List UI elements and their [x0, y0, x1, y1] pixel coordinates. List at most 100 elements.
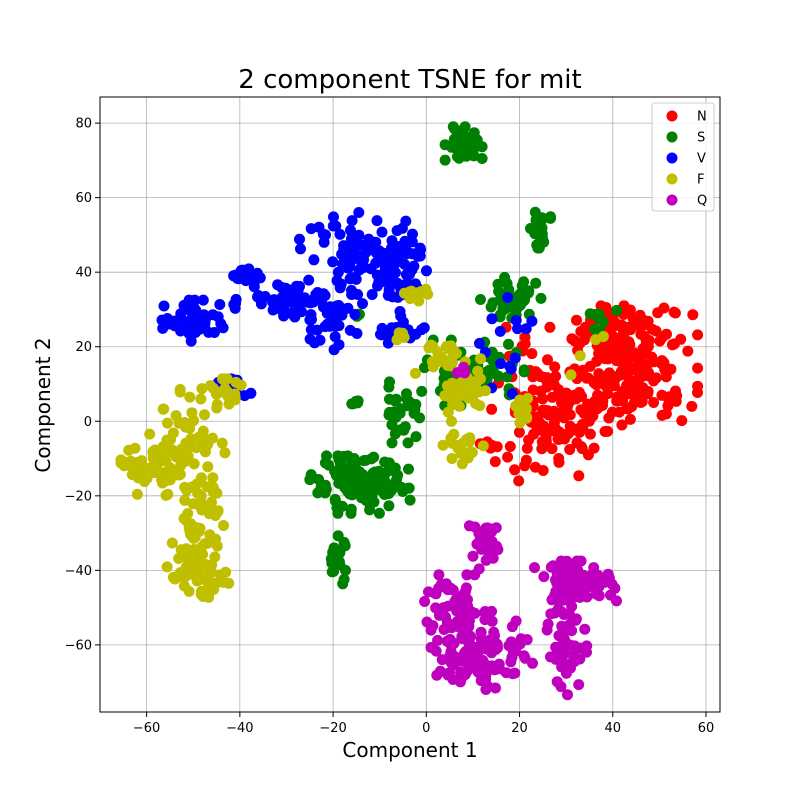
- scatter-point-S: [535, 292, 547, 304]
- scatter-point-N: [526, 348, 538, 360]
- scatter-point-S: [329, 493, 341, 505]
- scatter-point-Q: [571, 555, 583, 567]
- scatter-point-N: [504, 441, 516, 452]
- scatter-point-S: [376, 478, 388, 490]
- scatter-point-S: [537, 232, 548, 244]
- scatter-point-Q: [459, 669, 471, 680]
- scatter-point-S: [340, 564, 351, 576]
- scatter-point-F: [188, 532, 200, 544]
- scatter-point-Q: [473, 563, 485, 575]
- scatter-point-N: [521, 442, 533, 454]
- scatter-point-Q: [492, 544, 504, 556]
- legend-marker-V: [666, 152, 678, 164]
- scatter-point-F: [199, 446, 211, 458]
- scatter-point-V: [381, 277, 393, 289]
- plot-frame: [99, 96, 721, 713]
- scatter-point-N: [625, 324, 637, 336]
- x-tick-label: 60: [698, 721, 715, 736]
- scatter-point-V: [286, 308, 298, 319]
- scatter-point-V: [169, 320, 181, 332]
- legend-marker-F: [666, 173, 678, 185]
- scatter-point-N: [550, 370, 562, 382]
- scatter-point-Q: [560, 667, 572, 679]
- y-tick-label: 40: [75, 266, 92, 281]
- scatter-point-F: [186, 407, 198, 419]
- scatter-point-V: [208, 327, 220, 338]
- scatter-point-V: [295, 297, 307, 309]
- scatter-point-V: [486, 313, 498, 325]
- scatter-point-N: [523, 434, 535, 446]
- scatter-point-S: [408, 407, 420, 419]
- scatter-point-S: [525, 223, 536, 234]
- scatter-point-V: [376, 322, 388, 334]
- scatter-point-Q: [449, 596, 461, 608]
- scatter-point-Q: [557, 640, 569, 652]
- scatter-point-Q: [507, 668, 519, 680]
- scatter-point-Q: [444, 634, 455, 646]
- scatter-point-F: [207, 432, 218, 444]
- scatter-point-S: [476, 153, 488, 164]
- scatter-point-Q: [506, 651, 518, 663]
- scatter-point-Q: [559, 591, 571, 603]
- scatter-point-V: [399, 235, 411, 247]
- scatter-point-N: [571, 314, 582, 326]
- scatter-point-V: [506, 388, 518, 400]
- series-F: [115, 283, 609, 603]
- scatter-point-F: [132, 456, 144, 468]
- series-V: [156, 207, 538, 402]
- scatter-point-Q: [486, 615, 498, 627]
- scatter-point-Q: [519, 652, 531, 664]
- scatter-point-Q: [473, 527, 485, 539]
- scatter-point-V: [502, 292, 514, 303]
- scatter-point-V: [392, 279, 404, 291]
- scatter-point-N: [573, 470, 585, 482]
- scatter-point-V: [376, 226, 388, 238]
- scatter-point-Q: [579, 623, 591, 635]
- scatter-point-F: [211, 540, 223, 552]
- scatter-point-V: [373, 245, 385, 257]
- scatter-point-F: [179, 481, 191, 493]
- scatter-point-V: [328, 211, 339, 223]
- scatter-point-V: [370, 257, 382, 269]
- scatter-point-V: [349, 309, 361, 320]
- scatter-point-F: [188, 458, 200, 470]
- scatter-point-V: [252, 290, 264, 301]
- scatter-point-F: [409, 367, 421, 379]
- scatter-point-V: [336, 304, 348, 316]
- scatter-point-F: [470, 376, 482, 387]
- scatter-point-V: [373, 277, 385, 288]
- scatter-point-S: [410, 431, 422, 443]
- scatter-point-V: [421, 265, 432, 277]
- scatter-point-S: [402, 482, 414, 494]
- scatter-point-Q: [447, 584, 459, 596]
- scatter-point-V: [355, 262, 366, 274]
- scatter-point-F: [199, 409, 210, 421]
- scatter-point-N: [622, 370, 634, 382]
- scatter-point-S: [305, 469, 317, 481]
- scatter-point-F: [174, 384, 186, 395]
- scatter-point-N: [656, 355, 668, 367]
- scatter-point-N: [549, 361, 561, 373]
- scatter-point-N: [591, 355, 603, 367]
- scatter-point-F: [453, 400, 465, 412]
- scatter-point-Q: [459, 367, 471, 379]
- scatter-point-N: [602, 425, 614, 437]
- x-tick-label: −60: [133, 721, 160, 736]
- scatter-point-S: [536, 213, 548, 225]
- scatter-point-V: [332, 266, 344, 278]
- scatter-point-F: [462, 392, 474, 404]
- scatter-point-F: [226, 389, 238, 401]
- scatter-point-V: [416, 324, 428, 336]
- scatter-point-S: [369, 467, 381, 479]
- scatter-point-F: [399, 287, 410, 299]
- scatter-point-V: [197, 294, 209, 306]
- scatter-point-Q: [462, 600, 473, 612]
- scatter-point-N: [532, 368, 544, 380]
- scatter-point-V: [228, 270, 240, 282]
- scatter-point-N: [661, 328, 672, 340]
- scatter-point-Q: [598, 576, 610, 588]
- scatter-point-F: [123, 444, 135, 456]
- y-tick-label: −40: [65, 564, 92, 579]
- scatter-point-V: [304, 295, 316, 307]
- scatter-point-S: [389, 466, 401, 478]
